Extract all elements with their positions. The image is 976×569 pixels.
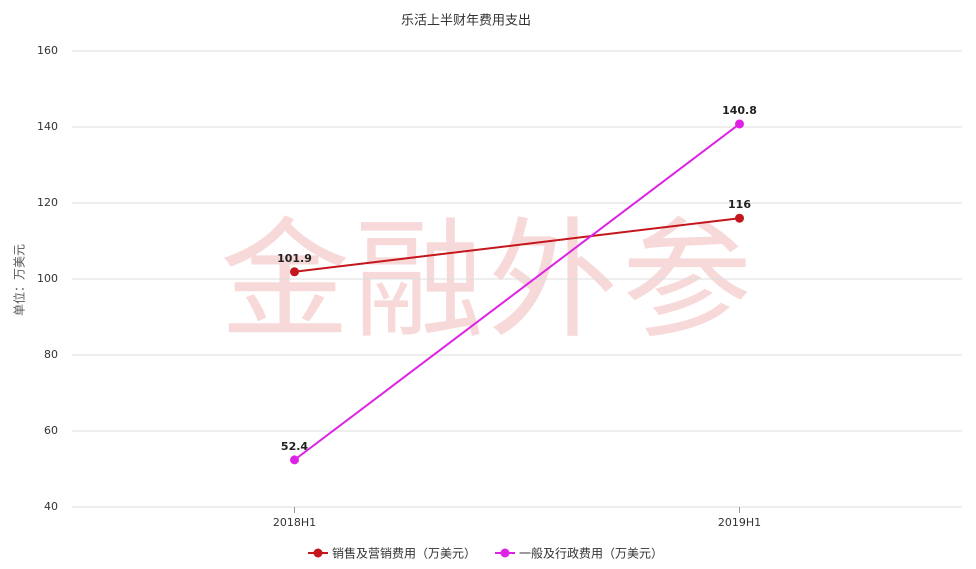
y-axis-title: 单位：万美元 [12, 244, 27, 316]
data-label: 52.4 [281, 440, 308, 453]
data-point [735, 213, 744, 223]
data-label: 101.9 [277, 252, 312, 265]
x-tick-label: 2019H1 [718, 516, 761, 529]
x-tick-label: 2018H1 [273, 516, 316, 529]
legend-marker [500, 548, 510, 558]
data-label: 116 [728, 198, 751, 211]
watermark: 金融外参 [220, 205, 756, 357]
chart-title: 乐活上半财年费用支出 [401, 14, 531, 29]
y-tick-label: 100 [37, 272, 58, 285]
data-label: 140.8 [722, 104, 757, 117]
data-point [290, 267, 299, 277]
y-tick-label: 140 [37, 120, 58, 133]
y-tick-label: 80 [44, 348, 58, 361]
series-line [293, 123, 741, 461]
legend-label: 销售及营销费用（万美元） [332, 546, 476, 561]
y-tick-label: 120 [37, 196, 58, 209]
legend-label: 一般及行政费用（万美元） [519, 546, 663, 561]
data-point [735, 119, 744, 129]
y-tick-label: 160 [37, 44, 58, 57]
y-tick-label: 60 [44, 424, 58, 437]
data-point [290, 455, 299, 465]
y-tick-label: 40 [44, 500, 58, 513]
legend-marker [313, 548, 323, 558]
series-line [294, 217, 740, 273]
